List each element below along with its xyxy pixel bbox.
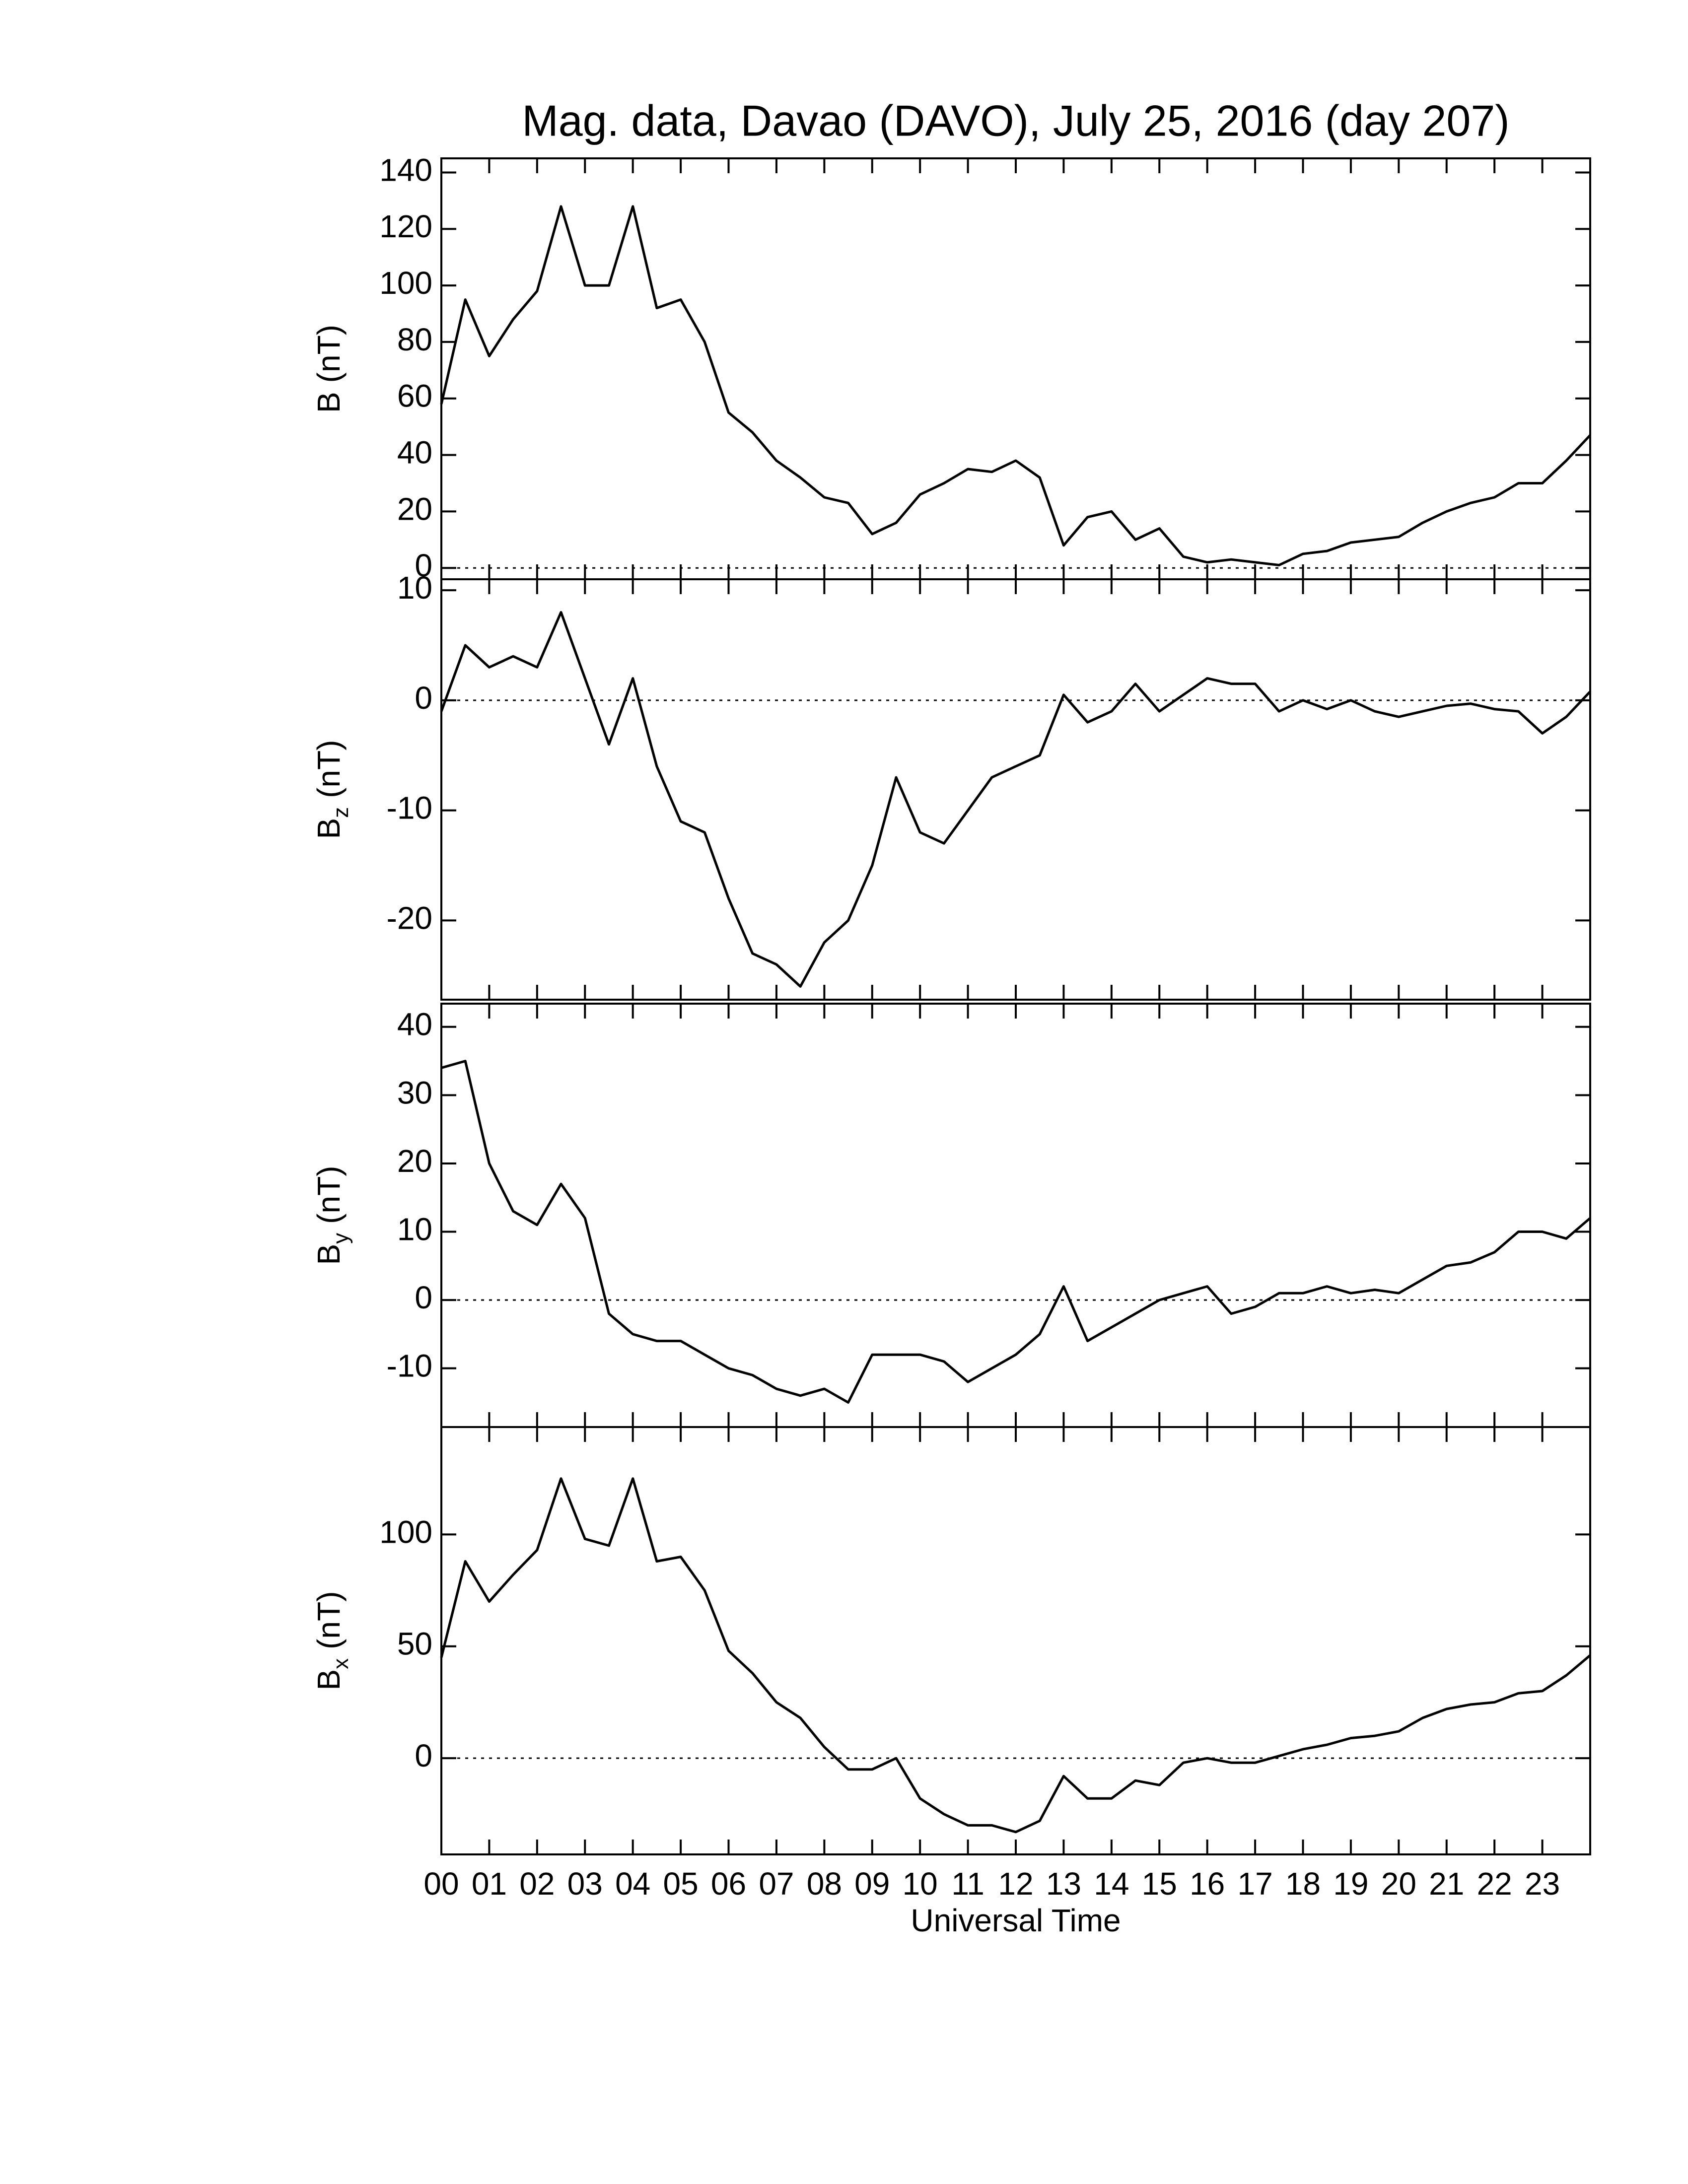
y-tick-label: 40 <box>397 1007 432 1042</box>
y-tick-label: 100 <box>379 1514 432 1550</box>
y-tick-label: 50 <box>397 1626 432 1662</box>
y-axis-label: By (nT) <box>311 1166 353 1265</box>
plot-frame <box>440 1426 1591 1855</box>
y-tick-label: 10 <box>397 570 432 606</box>
y-tick-label: 0 <box>415 680 432 716</box>
x-tick-label: 18 <box>1285 1866 1321 1902</box>
y-tick-label: -10 <box>387 1348 433 1384</box>
y-label-unit: (nT) <box>311 325 347 383</box>
y-label-sub: y <box>329 1233 353 1244</box>
plot-frame <box>440 1003 1591 1428</box>
y-tick-label: 100 <box>379 265 432 301</box>
y-tick-label: 20 <box>397 491 432 527</box>
y-tick-label: 140 <box>379 152 432 188</box>
y-label-unit: (nT) <box>311 740 347 798</box>
y-tick-label: 30 <box>397 1075 432 1110</box>
x-tick-label: 07 <box>759 1866 794 1902</box>
y-label-main: B <box>311 1244 347 1265</box>
y-axis-label: B (nT) <box>311 325 347 413</box>
x-tick-label: 23 <box>1525 1866 1560 1902</box>
data-line <box>440 1477 1591 1834</box>
y-tick-label: 20 <box>397 1143 432 1179</box>
y-tick-label: 10 <box>397 1211 432 1247</box>
y-label-main: B <box>311 392 347 413</box>
y-label-unit: (nT) <box>311 1166 347 1224</box>
x-tick-label: 21 <box>1429 1866 1464 1902</box>
y-tick-label: 0 <box>415 1280 432 1315</box>
x-tick-label: 13 <box>1046 1866 1081 1902</box>
y-axis-label: Bx (nT) <box>311 1591 353 1691</box>
x-tick-label: 22 <box>1477 1866 1512 1902</box>
data-line <box>441 1060 1591 1404</box>
y-label-sub: z <box>329 807 353 818</box>
y-tick-label: 120 <box>379 208 432 244</box>
x-tick-label: 19 <box>1333 1866 1368 1902</box>
data-line <box>440 611 1591 988</box>
y-tick-label: 0 <box>415 1738 432 1774</box>
x-tick-label: 10 <box>903 1866 938 1902</box>
x-tick-label: 20 <box>1381 1866 1416 1902</box>
x-tick-label: 03 <box>567 1866 603 1902</box>
x-tick-label: 15 <box>1142 1866 1177 1902</box>
plot-frame <box>440 578 1591 1001</box>
y-tick-label: 40 <box>397 434 432 470</box>
x-tick-label: 14 <box>1094 1866 1129 1902</box>
x-tick-label: 00 <box>423 1866 459 1902</box>
y-axis-label: Bz (nT) <box>311 740 353 839</box>
y-tick-label: 80 <box>397 322 432 357</box>
y-tick-label: -20 <box>387 900 433 936</box>
x-tick-label: 09 <box>854 1866 890 1902</box>
x-tick-label: 16 <box>1190 1866 1225 1902</box>
data-line <box>440 205 1591 566</box>
x-tick-label: 11 <box>951 1866 984 1902</box>
chart-title: Mag. data, Davao (DAVO), July 25, 2016 (… <box>522 96 1509 145</box>
plot-frame <box>440 157 1591 580</box>
x-tick-label: 02 <box>519 1866 555 1902</box>
x-axis-label: Universal Time <box>911 1903 1121 1938</box>
y-label-main: B <box>311 1669 347 1691</box>
y-tick-label: -10 <box>387 790 433 826</box>
y-tick-label: 60 <box>397 378 432 414</box>
x-tick-label: 12 <box>998 1866 1033 1902</box>
y-label-main: B <box>311 818 347 839</box>
y-tick-label: 0 <box>415 547 432 583</box>
y-label-unit: (nT) <box>311 1591 347 1649</box>
x-tick-label: 08 <box>807 1866 842 1902</box>
y-label-sub: x <box>329 1658 353 1669</box>
x-tick-label: 05 <box>663 1866 698 1902</box>
x-tick-label: 06 <box>711 1866 746 1902</box>
x-tick-label: 01 <box>472 1866 507 1902</box>
x-tick-label: 17 <box>1237 1866 1272 1902</box>
x-tick-label: 04 <box>615 1866 650 1902</box>
